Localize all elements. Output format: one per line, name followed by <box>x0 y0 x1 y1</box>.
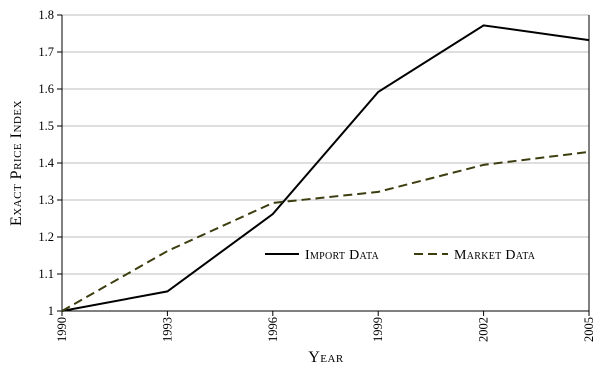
y-tick-label: 1.4 <box>38 156 54 170</box>
x-tick-label: 1999 <box>371 317 385 342</box>
x-tick-label: 2005 <box>582 317 596 342</box>
series-line-market-data <box>61 150 590 312</box>
x-axis-title: Year <box>308 349 344 366</box>
x-tick-label: 1990 <box>55 317 69 342</box>
series-lines <box>61 24 590 312</box>
series-line-import-data <box>61 24 590 312</box>
x-tick-label: 1993 <box>160 317 174 342</box>
legend-label-import-data: Import Data <box>305 248 380 263</box>
x-ticks: 1990 1993 1996 1999 2002 2005 <box>55 311 596 342</box>
y-tick-label: 1 <box>48 304 54 318</box>
x-tick-label: 1996 <box>266 317 280 342</box>
y-axis-title: Exact Price Index <box>8 100 25 226</box>
y-tick-label: 1.8 <box>38 8 54 22</box>
gridlines <box>62 14 589 275</box>
legend-label-market-data: Market Data <box>454 248 536 263</box>
y-tick-label: 1.1 <box>38 267 54 281</box>
legend: Import Data Market Data <box>265 248 536 263</box>
y-tick-label: 1.3 <box>38 193 54 207</box>
y-tick-label: 1.7 <box>38 45 54 59</box>
y-ticks: 1 1.1 1.2 1.3 1.4 1.5 1.6 1.7 1.8 <box>38 8 62 318</box>
y-tick-label: 1.2 <box>38 230 54 244</box>
y-tick-label: 1.5 <box>38 119 54 133</box>
y-tick-label: 1.6 <box>38 82 54 96</box>
x-tick-label: 2002 <box>477 317 491 342</box>
